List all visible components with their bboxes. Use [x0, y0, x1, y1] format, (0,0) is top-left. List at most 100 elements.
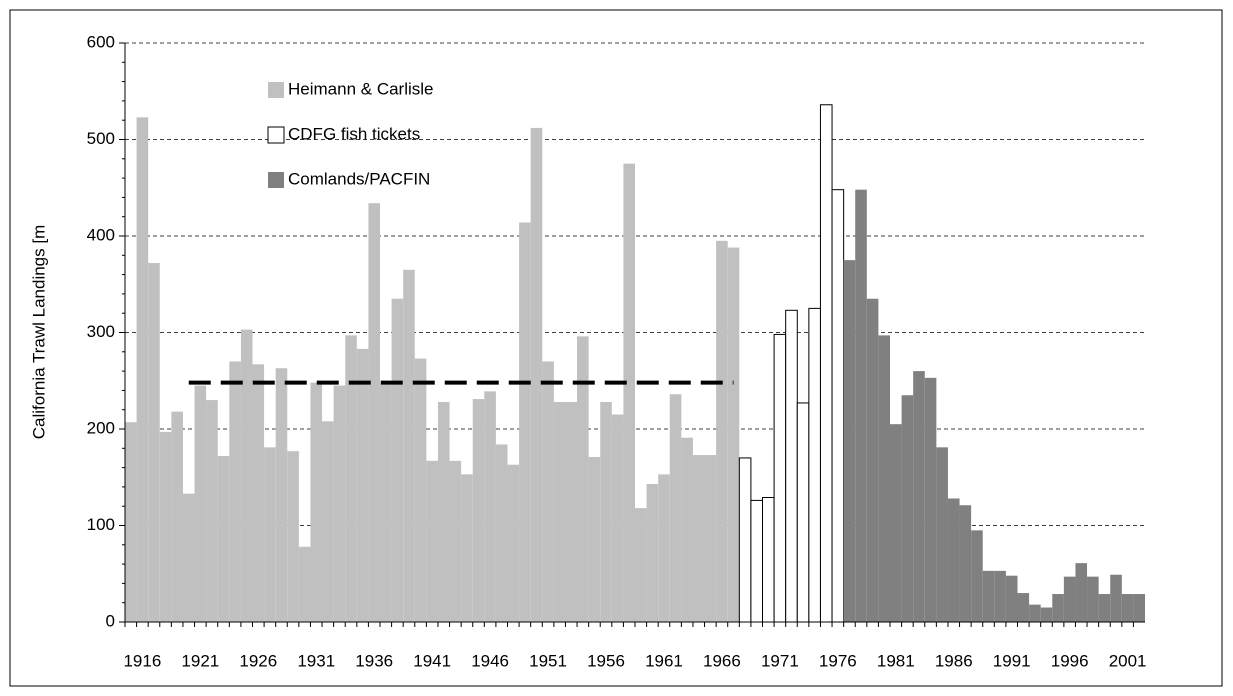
bar: [681, 437, 693, 622]
bar: [136, 117, 149, 623]
x-tick-label: 1941: [413, 651, 451, 670]
bar: [785, 309, 798, 623]
bar: [1005, 575, 1018, 622]
bar: [704, 455, 717, 622]
bar: [588, 456, 601, 622]
bar: [391, 298, 404, 622]
bar: [878, 335, 890, 622]
y-tick-label: 200: [87, 418, 115, 437]
x-tick-label: 1931: [297, 651, 335, 670]
bar: [495, 444, 508, 622]
y-axis-label: California Trawl Landings [m: [29, 225, 48, 439]
y-tick-label: 0: [106, 611, 115, 630]
bar: [240, 329, 253, 622]
bar: [971, 530, 983, 622]
bar: [1017, 593, 1030, 622]
bar: [380, 384, 392, 622]
legend-label: CDFG fish tickets: [288, 124, 420, 143]
bar: [461, 474, 473, 622]
bar: [426, 460, 438, 622]
x-tick-label: 1971: [761, 651, 799, 670]
bar: [913, 371, 925, 622]
bar: [1040, 607, 1053, 622]
legend-label: Heimann & Carlisle: [288, 79, 434, 98]
bar: [808, 307, 821, 623]
bar: [658, 474, 670, 622]
bar: [1087, 576, 1099, 622]
bar: [831, 189, 845, 623]
x-tick-label: 1961: [645, 651, 683, 670]
bar: [1133, 594, 1145, 622]
bar: [716, 240, 728, 622]
bar: [472, 399, 485, 622]
bar: [298, 546, 311, 622]
bar: [750, 499, 764, 623]
x-tick-label: 1996: [1051, 651, 1089, 670]
bar: [217, 456, 230, 622]
bar: [866, 298, 879, 622]
chart-frame: [9, 9, 1223, 687]
bar: [182, 493, 195, 622]
bar: [947, 498, 960, 622]
bar: [333, 385, 346, 622]
y-tick-label: 400: [87, 225, 115, 244]
bar: [565, 401, 578, 622]
legend-swatch: [268, 172, 284, 188]
x-tick-label: 1986: [935, 651, 973, 670]
bar: [322, 421, 334, 622]
y-tick-label: 300: [87, 322, 115, 341]
bar: [287, 451, 299, 622]
bar: [553, 401, 566, 622]
bar: [819, 104, 833, 623]
bar: [773, 333, 787, 623]
bar: [727, 247, 740, 622]
bar: [449, 460, 462, 622]
bar: [229, 361, 241, 622]
x-tick-label: 1981: [877, 651, 915, 670]
bar: [148, 263, 160, 622]
x-tick-label: 1936: [355, 651, 393, 670]
legend-swatch: [268, 82, 284, 98]
bar: [1052, 594, 1064, 622]
bar: [994, 570, 1006, 622]
bar: [1029, 604, 1041, 622]
x-tick-label: 1916: [123, 651, 161, 670]
legend-swatch: [267, 126, 285, 144]
x-tick-label: 1926: [239, 651, 277, 670]
bar: [345, 335, 357, 622]
x-tick-label: 2001: [1109, 651, 1147, 670]
x-tick-label: 1921: [181, 651, 219, 670]
x-tick-label: 1966: [703, 651, 741, 670]
bar: [519, 222, 531, 623]
bar: [692, 455, 705, 622]
bar: [403, 269, 415, 622]
legend-label: Comlands/PACFIN: [288, 169, 430, 188]
bar: [890, 424, 902, 622]
bar: [414, 358, 427, 622]
bar: [310, 382, 323, 622]
bar: [171, 411, 183, 622]
bar: [1098, 594, 1111, 622]
bar: [368, 203, 380, 622]
bar: [843, 260, 856, 622]
bar: [635, 508, 647, 622]
bar: [484, 391, 496, 622]
bar: [507, 464, 520, 622]
bar: [924, 377, 937, 622]
bar: [542, 361, 554, 622]
bar: [1063, 576, 1076, 622]
y-tick-label: 100: [87, 515, 115, 534]
bar: [275, 368, 288, 622]
bar: [901, 395, 914, 622]
bar: [959, 505, 972, 622]
bar: [646, 484, 659, 622]
bar: [252, 364, 265, 622]
bar: [623, 163, 635, 622]
bar: [530, 127, 543, 623]
bar: [194, 385, 207, 622]
bar: [600, 401, 612, 622]
bar: [1075, 563, 1088, 622]
bar: [762, 497, 775, 623]
